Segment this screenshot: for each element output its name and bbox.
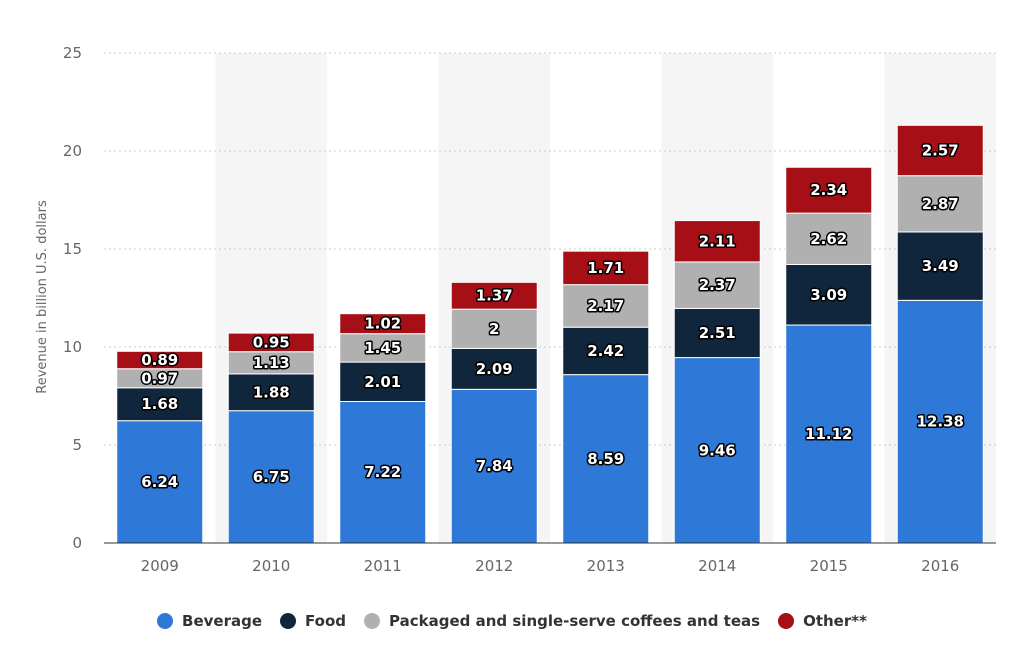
- data-label: 1.37: [476, 287, 513, 305]
- data-label: 2.42: [587, 342, 624, 360]
- data-label: 3.49: [922, 257, 959, 275]
- data-label: 0.95: [253, 333, 290, 351]
- legend: Beverage Food Packaged and single-serve …: [0, 612, 1024, 630]
- legend-label-other: Other**: [803, 612, 867, 630]
- data-label: 1.88: [253, 383, 290, 401]
- bar-segment[interactable]: [450, 308, 538, 349]
- data-label: 6.24: [141, 473, 178, 491]
- bars: [116, 124, 984, 544]
- bar-segment[interactable]: [450, 388, 538, 544]
- data-label: 2.09: [476, 360, 513, 378]
- x-tick-label: 2009: [141, 557, 179, 575]
- bar-segment[interactable]: [562, 326, 650, 376]
- y-tick-label: 25: [63, 44, 82, 62]
- bar-segment[interactable]: [896, 124, 984, 177]
- bar-segment[interactable]: [562, 250, 650, 286]
- legend-item-food[interactable]: Food: [280, 612, 346, 630]
- bar-segment[interactable]: [673, 261, 761, 309]
- bar-segment[interactable]: [673, 307, 761, 359]
- data-label: 1.02: [364, 315, 401, 333]
- data-label: 2.51: [699, 324, 736, 342]
- data-label: 2.87: [922, 195, 959, 213]
- legend-label-packaged: Packaged and single-serve coffees and te…: [389, 612, 761, 630]
- data-label: 7.22: [364, 463, 401, 481]
- x-tick-label: 2016: [921, 557, 959, 575]
- data-label: 6.75: [253, 468, 290, 486]
- bar-segment[interactable]: [227, 410, 315, 544]
- legend-item-beverage[interactable]: Beverage: [157, 612, 262, 630]
- data-label: 2.11: [699, 232, 736, 250]
- y-tick-label: 15: [63, 240, 82, 258]
- bar-segment[interactable]: [339, 361, 427, 402]
- bar-segment[interactable]: [450, 347, 538, 390]
- data-label: 2.17: [587, 297, 624, 315]
- y-axis-ticks: 0 5 10 15 20 25: [63, 44, 82, 552]
- x-tick-label: 2011: [364, 557, 402, 575]
- legend-item-packaged[interactable]: Packaged and single-serve coffees and te…: [364, 612, 760, 630]
- legend-label-beverage: Beverage: [182, 612, 263, 630]
- bar-segment[interactable]: [116, 350, 204, 370]
- data-label: 2.57: [922, 142, 959, 160]
- bar-segment[interactable]: [785, 166, 873, 214]
- bar-segment[interactable]: [785, 324, 873, 544]
- data-label: 3.09: [810, 286, 847, 304]
- bar-segment[interactable]: [339, 313, 427, 335]
- data-label: 0.97: [141, 369, 178, 387]
- y-tick-label: 0: [72, 534, 82, 552]
- data-label: 2.01: [364, 373, 401, 391]
- bar-segment[interactable]: [339, 333, 427, 363]
- data-labels: 6.24 1.68 0.970.89 6.75 1.88 1.13 0.95 7.22 2.01…: [140, 140, 966, 492]
- data-label: 8.59: [587, 450, 624, 468]
- legend-marker-other: [778, 613, 795, 629]
- bar-segment[interactable]: [450, 281, 538, 310]
- bar-segment[interactable]: [673, 357, 761, 544]
- x-tick-label: 2015: [810, 557, 848, 575]
- data-label: 7.84: [476, 457, 513, 475]
- y-tick-label: 5: [72, 436, 82, 454]
- legend-marker-beverage: [157, 613, 174, 629]
- legend-marker-packaged: [364, 613, 381, 629]
- legend-marker-food: [280, 613, 297, 629]
- data-label: 0.89: [141, 351, 178, 369]
- x-axis-ticks: 2009 2010 2011 2012 2013 2014 2015 2016: [141, 557, 960, 575]
- data-label: 2.62: [810, 230, 847, 248]
- y-tick-label: 10: [63, 338, 82, 356]
- bar-segment[interactable]: [896, 231, 984, 301]
- bar-segment[interactable]: [227, 332, 315, 353]
- x-tick-label: 2010: [252, 557, 290, 575]
- stacked-bar-chart: 0 5 10 15 20 25 Revenue in billion U.S. dolla…: [35, 44, 996, 575]
- gridlines: [104, 52, 996, 446]
- data-label: 1.71: [587, 259, 624, 277]
- y-axis-label: Revenue in billion U.S. dollars: [35, 200, 50, 394]
- legend-label-food: Food: [305, 612, 347, 630]
- data-label: 2.37: [699, 276, 736, 294]
- x-tick-label: 2013: [587, 557, 625, 575]
- data-label: 1.45: [364, 339, 401, 357]
- bar-segment[interactable]: [673, 220, 761, 263]
- data-label: 12.38: [917, 413, 964, 431]
- y-tick-label: 20: [63, 142, 82, 160]
- x-tick-label: 2014: [698, 557, 736, 575]
- data-label: 9.46: [699, 441, 736, 459]
- data-label: 2: [489, 320, 499, 338]
- data-label: 1.13: [253, 354, 290, 372]
- bar-segment[interactable]: [562, 374, 650, 544]
- x-tick-label: 2012: [475, 557, 513, 575]
- data-label: 11.12: [805, 425, 852, 443]
- data-label: 1.68: [141, 395, 178, 413]
- data-label: 2.34: [810, 181, 847, 199]
- legend-item-other[interactable]: Other**: [778, 612, 867, 630]
